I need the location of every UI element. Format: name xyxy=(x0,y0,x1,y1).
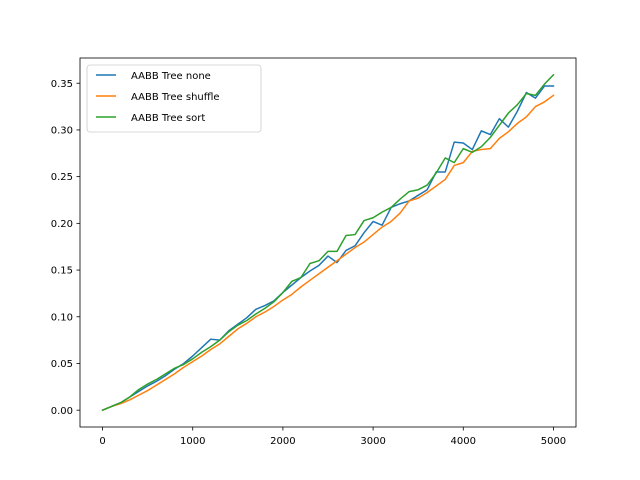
x-tick-label: 5000 xyxy=(541,436,566,447)
y-tick-label: 0.20 xyxy=(51,219,73,230)
x-tick-label: 0 xyxy=(99,436,105,447)
legend-label-1: AABB Tree shuffle xyxy=(131,92,220,103)
legend-label-2: AABB Tree sort xyxy=(131,113,205,124)
y-tick-label: 0.25 xyxy=(51,172,73,183)
legend-label-0: AABB Tree none xyxy=(131,71,211,82)
series-line-2 xyxy=(101,73,555,412)
y-tick-label: 0.15 xyxy=(51,266,73,277)
x-tick-label: 1000 xyxy=(180,436,205,447)
y-tick-label: 0.30 xyxy=(51,126,73,137)
series-line-1 xyxy=(101,94,555,412)
y-tick-label: 0.35 xyxy=(51,79,73,90)
legend-box xyxy=(86,64,262,133)
series-lines xyxy=(101,73,555,412)
x-tick-label: 3000 xyxy=(360,436,385,447)
axes-frame xyxy=(79,57,577,428)
legend: AABB Tree none AABB Tree shuffle AABB Tree… xyxy=(86,64,262,133)
x-tick-label: 2000 xyxy=(270,436,295,447)
y-tick-label: 0.10 xyxy=(51,312,73,323)
y-tick-label: 0.05 xyxy=(51,359,73,370)
y-tick-label: 0.00 xyxy=(51,406,73,417)
x-axis: 0 1000 2000 3000 4000 5000 xyxy=(99,427,566,447)
x-tick-label: 4000 xyxy=(451,436,476,447)
y-axis: 0.00 0.05 0.10 0.15 0.20 0.25 0.30 0.35 xyxy=(51,79,80,417)
